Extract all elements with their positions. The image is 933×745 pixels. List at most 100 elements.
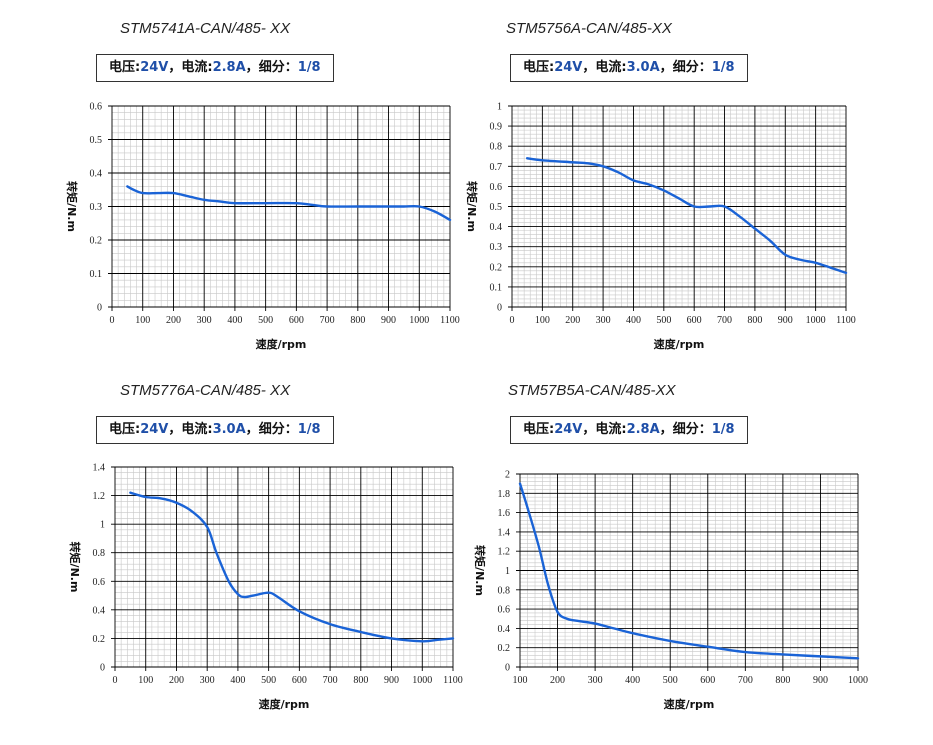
y-tick-label: 1.4 bbox=[93, 463, 106, 474]
chart-panel-2: STM5756A-CAN/485-XX 电压:24V，电流:3.0A，细分：1/… bbox=[466, 0, 932, 372]
x-tick-label: 200 bbox=[169, 675, 184, 686]
x-axis-label: 速度/rpm bbox=[256, 337, 307, 351]
current-value: 2.8A bbox=[626, 422, 660, 437]
x-tick-label: 100 bbox=[135, 315, 150, 326]
y-tick-label: 1.4 bbox=[498, 527, 511, 538]
x-tick-label: 400 bbox=[625, 675, 640, 686]
x-tick-label: 900 bbox=[813, 675, 828, 686]
current-label: 电流: bbox=[595, 422, 627, 437]
x-tick-label: 800 bbox=[747, 315, 762, 326]
x-tick-label: 400 bbox=[227, 315, 242, 326]
sep: ， bbox=[245, 422, 259, 437]
sep: ， bbox=[659, 422, 673, 437]
y-axis-label: 转矩/N.m bbox=[65, 181, 79, 232]
current-label: 电流: bbox=[595, 60, 627, 75]
voltage-value: 24V bbox=[140, 422, 169, 437]
spec-box: 电压:24V，电流:2.8A，细分：1/8 bbox=[96, 54, 334, 82]
x-tick-label: 200 bbox=[550, 675, 565, 686]
chart-panel-1: STM5741A-CAN/485- XX 电压:24V，电流:2.8A，细分：1… bbox=[0, 0, 466, 372]
voltage-label: 电压: bbox=[523, 422, 555, 437]
x-tick-label: 1000 bbox=[848, 675, 868, 686]
y-tick-label: 0 bbox=[97, 303, 102, 314]
chart-title: STM5756A-CAN/485-XX bbox=[506, 20, 672, 37]
x-tick-label: 500 bbox=[258, 315, 273, 326]
x-tick-label: 1100 bbox=[440, 315, 460, 326]
y-tick-label: 1.8 bbox=[498, 489, 511, 500]
sep: ， bbox=[245, 60, 259, 75]
y-tick-label: 0.8 bbox=[93, 548, 106, 559]
y-tick-label: 0.6 bbox=[90, 102, 103, 113]
y-tick-label: 0.5 bbox=[90, 135, 103, 146]
y-tick-label: 0.3 bbox=[90, 202, 103, 213]
chart-title: STM5741A-CAN/485- XX bbox=[120, 20, 291, 37]
voltage-label: 电压: bbox=[109, 422, 141, 437]
y-tick-label: 0.6 bbox=[490, 182, 503, 193]
x-tick-label: 600 bbox=[687, 315, 702, 326]
x-tick-label: 900 bbox=[384, 675, 399, 686]
voltage-value: 24V bbox=[140, 60, 169, 75]
y-tick-label: 0.2 bbox=[90, 236, 103, 247]
x-tick-label: 700 bbox=[323, 675, 338, 686]
voltage-value: 24V bbox=[554, 422, 583, 437]
y-axis-label: 转矩/N.m bbox=[68, 542, 82, 593]
sep: ， bbox=[582, 60, 596, 75]
x-tick-label: 900 bbox=[381, 315, 396, 326]
y-tick-label: 1 bbox=[497, 102, 502, 113]
x-tick-label: 700 bbox=[717, 315, 732, 326]
sep: ， bbox=[582, 422, 596, 437]
grid bbox=[516, 473, 859, 671]
spec-box: 电压:24V，电流:3.0A，细分：1/8 bbox=[96, 416, 334, 444]
x-tick-label: 800 bbox=[350, 315, 365, 326]
y-tick-label: 0.5 bbox=[490, 202, 503, 213]
x-tick-label: 200 bbox=[166, 315, 181, 326]
y-tick-label: 1.2 bbox=[93, 491, 106, 502]
x-tick-label: 300 bbox=[596, 315, 611, 326]
y-tick-label: 0.8 bbox=[490, 142, 503, 153]
y-tick-label: 0 bbox=[505, 663, 510, 674]
sep: ， bbox=[659, 60, 673, 75]
torque-chart-2: 0 100 200 300 400 500 600 700 800 900 1000 1100 0 0.1… bbox=[465, 102, 856, 352]
voltage-label: 电压: bbox=[109, 60, 141, 75]
current-value: 2.8A bbox=[212, 60, 246, 75]
y-tick-label: 0.1 bbox=[90, 269, 103, 280]
x-tick-label: 100 bbox=[138, 675, 153, 686]
microstep-value: 1/8 bbox=[297, 60, 321, 75]
x-tick-label: 300 bbox=[200, 675, 215, 686]
x-tick-label: 800 bbox=[775, 675, 790, 686]
spec-box: 电压:24V，电流:2.8A，细分：1/8 bbox=[510, 416, 748, 444]
x-tick-label: 1100 bbox=[443, 675, 463, 686]
torque-curve bbox=[126, 185, 452, 222]
x-tick-label: 300 bbox=[588, 675, 603, 686]
sep: ， bbox=[168, 60, 182, 75]
current-label: 电流: bbox=[181, 60, 213, 75]
y-tick-label: 0.3 bbox=[490, 242, 503, 253]
voltage-label: 电压: bbox=[523, 60, 555, 75]
y-tick-label: 1.6 bbox=[498, 508, 511, 519]
sep: ， bbox=[168, 422, 182, 437]
y-tick-label: 0.2 bbox=[490, 262, 503, 273]
x-tick-label: 500 bbox=[663, 675, 678, 686]
y-tick-label: 0 bbox=[100, 663, 105, 674]
x-tick-label: 700 bbox=[320, 315, 335, 326]
y-tick-label: 0.1 bbox=[490, 282, 503, 293]
y-tick-label: 1.2 bbox=[498, 547, 511, 558]
y-tick-label: 0 bbox=[497, 303, 502, 314]
x-tick-label: 0 bbox=[510, 315, 515, 326]
current-value: 3.0A bbox=[212, 422, 246, 437]
x-tick-label: 500 bbox=[656, 315, 671, 326]
x-tick-label: 500 bbox=[261, 675, 276, 686]
torque-curve bbox=[518, 482, 860, 660]
y-tick-label: 0.4 bbox=[90, 169, 103, 180]
y-tick-label: 0.6 bbox=[498, 605, 511, 616]
y-axis-label: 转矩/N.m bbox=[465, 181, 479, 232]
microstep-label: 细分： bbox=[672, 60, 712, 75]
x-tick-label: 600 bbox=[289, 315, 304, 326]
microstep-label: 细分： bbox=[258, 422, 298, 437]
x-tick-label: 100 bbox=[513, 675, 528, 686]
voltage-value: 24V bbox=[554, 60, 583, 75]
y-tick-label: 1 bbox=[505, 566, 510, 577]
torque-curve bbox=[525, 157, 848, 275]
y-tick-label: 0.4 bbox=[490, 222, 503, 233]
grid bbox=[111, 466, 454, 671]
